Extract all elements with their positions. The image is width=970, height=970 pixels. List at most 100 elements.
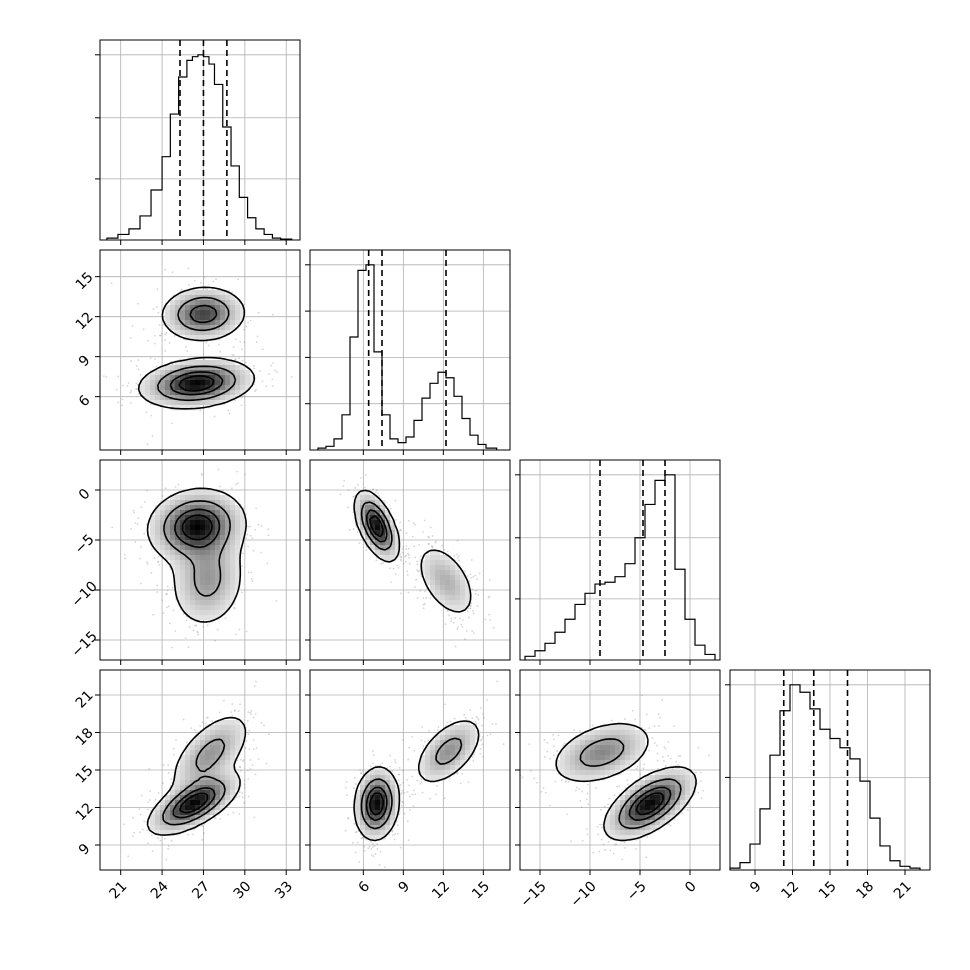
scatter-point xyxy=(471,630,474,633)
scatter-point xyxy=(358,542,361,544)
density-cell xyxy=(355,505,361,511)
scatter-point xyxy=(364,474,367,476)
scatter-point xyxy=(370,848,373,850)
scatter-point xyxy=(168,342,171,344)
scatter-point xyxy=(354,486,357,489)
scatter-point xyxy=(257,311,260,314)
density-cell xyxy=(160,810,166,816)
density-cell xyxy=(185,315,191,321)
density-cell xyxy=(440,755,446,761)
density-cell xyxy=(210,730,216,736)
scatter-point xyxy=(428,536,431,539)
density-cell xyxy=(190,500,196,506)
density-cell xyxy=(220,800,226,806)
scatter-point xyxy=(240,591,243,594)
panel-frame xyxy=(99,249,301,451)
density-cell xyxy=(165,365,171,371)
density-cell xyxy=(195,785,201,791)
density-cell xyxy=(455,595,461,601)
density-cell xyxy=(210,565,216,571)
scatter-point xyxy=(396,564,399,567)
density-cell xyxy=(190,595,196,601)
scatter-point xyxy=(199,725,202,728)
scatter-point xyxy=(213,415,216,418)
density-cell xyxy=(175,520,181,526)
scatter-point xyxy=(161,599,164,602)
scatter-point xyxy=(348,529,351,531)
density-cell xyxy=(395,805,401,811)
scatter-point xyxy=(472,575,475,578)
scatter-point xyxy=(486,734,489,737)
scatter-point xyxy=(458,555,460,557)
density-cell xyxy=(200,810,206,816)
scatter-point xyxy=(170,840,173,842)
scatter-point xyxy=(475,715,478,718)
density-cell xyxy=(190,310,196,316)
density-cell xyxy=(430,745,436,751)
density-cell xyxy=(230,735,236,741)
density-cell xyxy=(210,745,216,751)
density-cell xyxy=(430,575,436,581)
scatter-point xyxy=(361,837,364,839)
density-cell xyxy=(220,505,226,511)
scatter-point xyxy=(642,767,645,770)
density-cell xyxy=(150,815,156,821)
density-cell xyxy=(200,305,206,311)
density-cell xyxy=(175,530,181,536)
scatter-point xyxy=(405,544,408,547)
density-cell xyxy=(465,720,471,726)
density-cell xyxy=(190,390,196,396)
scatter-point xyxy=(378,863,381,866)
scatter-point xyxy=(367,847,370,850)
scatter-point xyxy=(542,787,545,789)
scatter-point xyxy=(398,766,401,769)
density-cell xyxy=(200,755,206,761)
density-cell xyxy=(185,360,191,366)
density-cell xyxy=(200,615,206,621)
scatter-point xyxy=(488,579,491,581)
scatter-point xyxy=(137,392,140,395)
density-cell xyxy=(230,540,236,546)
density-cell xyxy=(430,580,436,586)
density-cell xyxy=(210,550,216,556)
density-cell xyxy=(465,745,471,751)
density-cell xyxy=(190,745,196,751)
scatter-point xyxy=(290,376,293,378)
density-cell xyxy=(195,580,201,586)
scatter-point xyxy=(491,723,494,725)
density-cell xyxy=(150,385,156,391)
density-cell xyxy=(190,360,196,366)
density-cell xyxy=(210,375,216,381)
scatter-point xyxy=(166,585,169,588)
density-cell xyxy=(190,565,196,571)
density-cell xyxy=(170,815,176,821)
scatter-point xyxy=(421,531,424,533)
scatter-point xyxy=(446,721,449,724)
density-cell xyxy=(165,550,171,556)
density-cell xyxy=(160,365,166,371)
scatter-point xyxy=(422,603,425,606)
scatter-point xyxy=(407,520,410,522)
scatter-point xyxy=(354,851,357,854)
density-cell xyxy=(230,590,236,596)
density-cell xyxy=(190,405,196,411)
density-cell xyxy=(190,600,196,606)
density-cell xyxy=(235,530,241,536)
scatter-point xyxy=(375,489,378,491)
density-cell xyxy=(210,385,216,391)
scatter-point xyxy=(234,358,237,360)
scatter-point xyxy=(417,570,419,573)
density-cell xyxy=(155,515,161,521)
scatter-point xyxy=(394,759,397,761)
scatter-point xyxy=(466,575,469,577)
scatter-point xyxy=(472,610,474,613)
scatter-point xyxy=(151,850,154,853)
density-cell xyxy=(235,315,241,321)
scatter-point xyxy=(196,630,199,633)
density-cell xyxy=(225,605,231,611)
density-cell xyxy=(190,795,196,801)
scatter-point xyxy=(416,779,419,782)
scatter-point xyxy=(143,820,146,823)
contour-level-1 xyxy=(157,296,237,402)
density-cell xyxy=(195,395,201,401)
